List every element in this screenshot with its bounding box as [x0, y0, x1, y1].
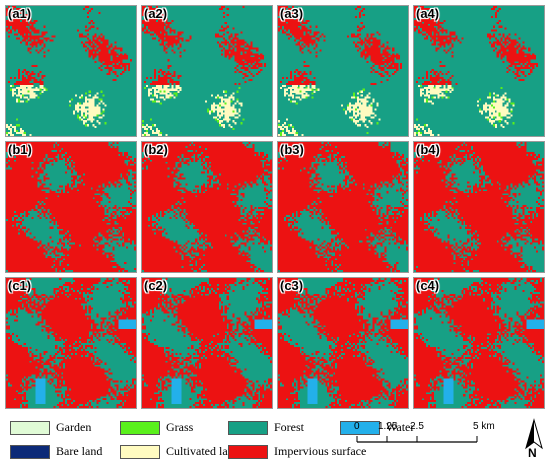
land-cover-raster [6, 142, 136, 272]
land-cover-raster [142, 142, 272, 272]
legend-item-forest: Forest [228, 420, 304, 435]
panel-label: (b2) [144, 142, 168, 157]
panel-label: (c4) [416, 278, 439, 293]
map-panel-c4: (c4) [413, 277, 545, 409]
panel-label: (a2) [144, 6, 167, 21]
map-panel-b2: (b2) [141, 141, 273, 273]
legend-item-cultivated-land: Cultivated land [120, 444, 240, 459]
map-panel-grid: (a1) (a2) (a3) (a4) (b1) (b2) (b3) (b4) (c1) (c2)… [0, 0, 550, 412]
legend-item-grass: Grass [120, 420, 193, 435]
legend-label-forest: Forest [274, 420, 304, 435]
legend-label-bare-land: Bare land [56, 444, 102, 459]
land-cover-raster [6, 6, 136, 136]
map-panel-a2: (a2) [141, 5, 273, 137]
panel-label: (a1) [8, 6, 31, 21]
panel-label: (c2) [144, 278, 167, 293]
scale-tick-label-3: 5 km [473, 421, 495, 432]
map-panel-a1: (a1) [5, 5, 137, 137]
land-cover-raster [278, 6, 408, 136]
legend-swatch-grass [120, 421, 160, 435]
land-cover-raster [414, 6, 544, 136]
scale-tick-label-1: 1.25 [378, 421, 397, 432]
map-panel-b4: (b4) [413, 141, 545, 273]
land-cover-raster [142, 278, 272, 408]
north-label: N [528, 446, 537, 460]
map-panel-b3: (b3) [277, 141, 409, 273]
scale-tick-label-0: 0 [354, 421, 360, 432]
panel-label: (c1) [8, 278, 31, 293]
legend-item-garden: Garden [10, 420, 91, 435]
north-arrow: N [520, 418, 548, 460]
panel-label: (b3) [280, 142, 304, 157]
legend-swatch-garden [10, 421, 50, 435]
legend-label-grass: Grass [166, 420, 193, 435]
panel-label: (b1) [8, 142, 32, 157]
land-cover-raster [6, 278, 136, 408]
land-cover-raster [278, 278, 408, 408]
map-panel-c2: (c2) [141, 277, 273, 409]
legend-item-impervious-surface: Impervious surface [228, 444, 366, 459]
map-panel-c3: (c3) [277, 277, 409, 409]
map-panel-c1: (c1) [5, 277, 137, 409]
scale-tick-label-2: 2.5 [410, 421, 424, 432]
legend-swatch-cultivated-land [120, 445, 160, 459]
legend-swatch-bare-land [10, 445, 50, 459]
panel-label: (c3) [280, 278, 303, 293]
panel-label: (a4) [416, 6, 439, 21]
legend-swatch-forest [228, 421, 268, 435]
legend-item-bare-land: Bare land [10, 444, 102, 459]
legend-label-garden: Garden [56, 420, 91, 435]
scale-bar: 0 1.25 2.5 5 km [353, 420, 513, 460]
panel-label: (b4) [416, 142, 440, 157]
map-panel-b1: (b1) [5, 141, 137, 273]
land-cover-raster [414, 142, 544, 272]
land-cover-raster [414, 278, 544, 408]
legend-swatch-impervious-surface [228, 445, 268, 459]
land-cover-raster [142, 6, 272, 136]
map-panel-a4: (a4) [413, 5, 545, 137]
panel-label: (a3) [280, 6, 303, 21]
map-panel-a3: (a3) [277, 5, 409, 137]
land-cover-raster [278, 142, 408, 272]
